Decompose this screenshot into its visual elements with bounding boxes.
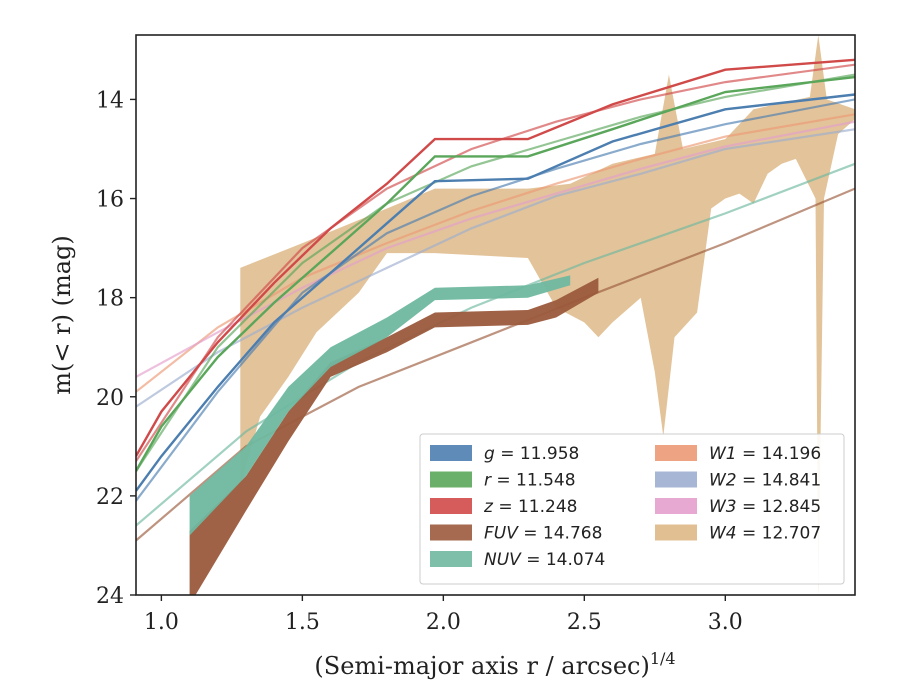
series-nuv-band [189,275,571,536]
legend: g = 11.958 r = 11.548 z = 11.248 FUV = 14.7… [419,433,845,585]
legend-label-r: r = 11.548 [484,471,576,491]
x-tick-label: 2.5 [567,610,602,635]
legend-label-w4: W4 = 12.707 [709,524,821,544]
plot-frame [135,34,856,596]
legend-swatch-nuv [430,551,472,567]
x-axis-title-superscript: 1/4 [650,649,676,668]
legend-swatch-w2 [655,471,697,488]
series-w3-model [136,120,855,378]
y-axis-title: m(< r) (mag) [48,235,76,394]
legend-label-g: g = 11.958 [484,444,579,464]
legend-label-fuv: FUV = 14.768 [484,524,602,544]
series-r-model [136,73,855,472]
y-tick-label: 20 [96,386,124,411]
series-w2-model [136,128,855,408]
legend-swatch-w1 [655,445,697,461]
series-r-line [136,75,855,472]
series-layer [136,35,855,595]
legend-swatch-w4 [655,524,697,541]
legend-swatch-r [430,471,472,488]
legend-label-nuv: NUV = 14.074 [484,550,605,570]
legend-swatch-z [430,498,472,514]
y-tick-label: 14 [96,88,124,113]
series-fuv-band [189,277,599,595]
legend-swatch-w3 [655,498,697,514]
x-tick-label: 2.0 [426,610,461,635]
x-tick-label: 1.5 [285,610,320,635]
series-z-line [136,58,855,457]
y-tick-label: 24 [96,584,124,609]
series-w4-band [240,35,855,595]
x-tick-label: 1.0 [144,610,179,635]
legend-swatch-g [430,445,472,461]
series-g-line [136,93,855,492]
x-tick-label: 3.0 [708,610,743,635]
y-tick-label: 22 [96,485,124,510]
ticks-layer: 1.0 1.5 2.0 2.5 3.0 14 16 18 20 22 24 [96,88,743,635]
legend-swatch-fuv [430,524,472,541]
series-nuv-model [136,162,855,527]
x-axis-title: (Semi-major axis r / arcsec)1/4 [314,649,675,680]
legend-frame [419,433,845,585]
legend-label-w3: W3 = 12.845 [709,497,821,517]
y-tick-label: 16 [96,188,124,213]
series-z-model [136,63,855,462]
legend-label-w1: W1 = 14.196 [709,444,821,464]
series-g-model [136,98,855,502]
y-tick-label: 18 [96,287,124,312]
legend-label-w2: W2 = 14.841 [709,471,821,491]
legend-label-z: z = 11.248 [483,497,577,517]
